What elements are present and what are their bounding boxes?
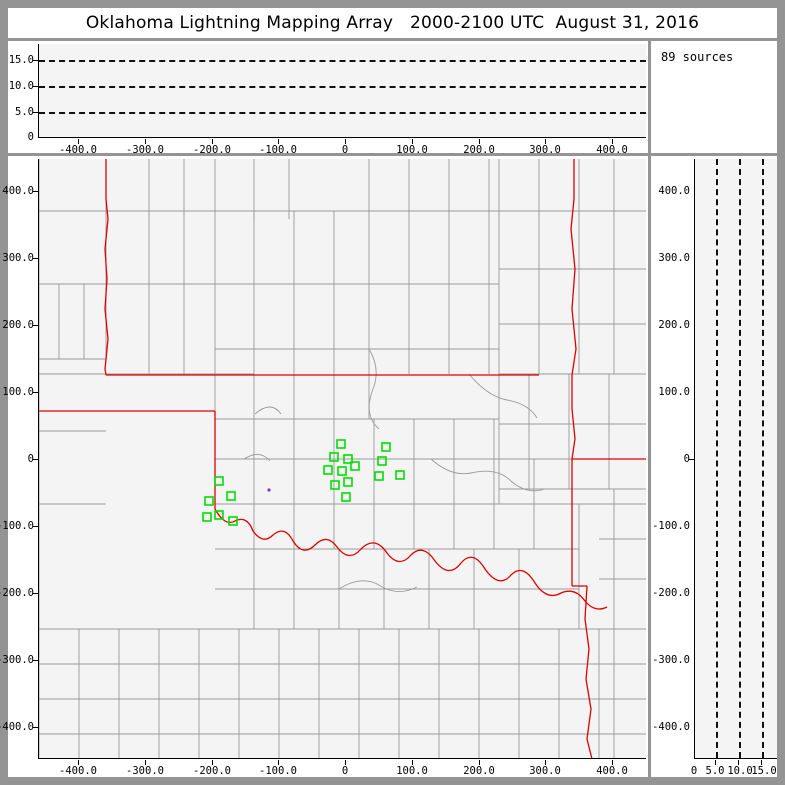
map-xtick-m400: -400.0 (59, 765, 97, 777)
map-ytick-300: 300.0 (2, 252, 34, 264)
gridline-10km-vert (739, 159, 741, 758)
top-xtick-m200: -200.0 (193, 144, 231, 156)
top-ytick-10: 10.0 (8, 80, 34, 92)
top-xtick-m300: -300.0 (126, 144, 164, 156)
top-xtickmark-300 (545, 139, 546, 144)
top-ytickmark-15 (33, 60, 39, 61)
map-ytickmark-m100 (33, 526, 39, 527)
right-xtick-0: 0 (690, 765, 698, 777)
top-xtick-300: 300.0 (529, 144, 561, 156)
right-xtickmark-10 (738, 760, 739, 765)
top-xtick-400: 400.0 (596, 144, 628, 156)
map-ytick-0: 0 (27, 453, 34, 465)
map-xtickmark-m300 (145, 760, 146, 765)
map-ytick-100: 100.0 (2, 386, 34, 398)
source-marker-dot (267, 488, 271, 492)
right-xtickmark-15 (761, 760, 762, 765)
right-ytickmark-0 (689, 459, 695, 460)
right-xtick-15: 15.0 (751, 765, 777, 777)
map-ytickmark-100 (33, 392, 39, 393)
map-xtickmark-100 (412, 760, 413, 765)
top-altitude-plotarea[interactable] (38, 44, 646, 138)
map-ytickmark-200 (33, 325, 39, 326)
map-geography (39, 159, 646, 758)
title-bar: Oklahoma Lightning Mapping Array 2000-21… (8, 8, 777, 38)
gridline-10km (39, 86, 646, 88)
top-xtickmark-0 (345, 139, 346, 144)
right-altitude-plotarea[interactable] (694, 159, 777, 759)
gridline-15km-vert (762, 159, 764, 758)
map-ytickmark-0 (33, 459, 39, 460)
map-xtick-300: 300.0 (529, 765, 561, 777)
right-ytick-200: 200.0 (658, 319, 690, 331)
right-ytick-0: 0 (683, 453, 690, 465)
top-xtick-m400: -400.0 (59, 144, 97, 156)
map-ytick-m400: -400.0 (0, 721, 34, 733)
top-ytick-5: 5.0 (15, 106, 34, 118)
gridline-5km-vert (716, 159, 718, 758)
source-markers (202, 439, 405, 526)
top-xtickmark-400 (612, 139, 613, 144)
top-xtick-0: 0 (341, 144, 349, 156)
top-xtick-m100: -100.0 (259, 144, 297, 156)
map-xtick-m100: -100.0 (259, 765, 297, 777)
state-boundaries (39, 159, 646, 758)
top-ytickmark-5 (33, 112, 39, 113)
map-ytick-m200: -200.0 (0, 587, 34, 599)
right-ytick-300: 300.0 (658, 252, 690, 264)
top-ytickmark-10 (33, 86, 39, 87)
right-xtickmark-5 (715, 760, 716, 765)
map-ytick-200: 200.0 (2, 319, 34, 331)
top-xtickmark-m100 (278, 139, 279, 144)
right-ytick-100: 100.0 (658, 386, 690, 398)
top-xtick-100: 100.0 (396, 144, 428, 156)
county-lines (39, 159, 646, 758)
map-ytickmark-m400 (33, 727, 39, 728)
map-plotarea[interactable] (38, 159, 646, 759)
right-ytick-m300: -300.0 (652, 654, 690, 666)
map-xtickmark-0 (345, 760, 346, 765)
map-ytick-m300: -300.0 (0, 654, 34, 666)
top-xtickmark-200 (479, 139, 480, 144)
map-xtickmark-m400 (78, 760, 79, 765)
map-ytick-400: 400.0 (2, 185, 34, 197)
gridline-5km (39, 112, 646, 114)
top-ytick-0: 0 (27, 131, 34, 143)
map-ytickmark-400 (33, 191, 39, 192)
page-title: Oklahoma Lightning Mapping Array 2000-21… (85, 13, 700, 33)
top-ytick-15: 15.0 (8, 54, 34, 66)
top-xtickmark-m200 (212, 139, 213, 144)
gridline-15km (39, 60, 646, 62)
right-ytick-400: 400.0 (658, 185, 690, 197)
map-ytickmark-m300 (33, 660, 39, 661)
map-xtick-200: 200.0 (463, 765, 495, 777)
right-ytick-m200: -200.0 (652, 587, 690, 599)
map-xtick-m300: -300.0 (126, 765, 164, 777)
right-xtick-10: 10.0 (727, 765, 753, 777)
top-xtickmark-100 (412, 139, 413, 144)
right-xtick-5: 5.0 (705, 765, 725, 777)
map-xtick-m200: -200.0 (193, 765, 231, 777)
source-count-panel: 89 sources (651, 41, 777, 153)
right-ytick-m400: -400.0 (652, 721, 690, 733)
map-xtick-0: 0 (341, 765, 349, 777)
map-xtickmark-m100 (278, 760, 279, 765)
map-ytick-m100: -100.0 (0, 520, 34, 532)
top-xtickmark-m300 (145, 139, 146, 144)
top-xtickmark-m400 (78, 139, 79, 144)
map-xtick-400: 400.0 (596, 765, 628, 777)
map-xtick-100: 100.0 (396, 765, 428, 777)
right-ytick-m100: -100.0 (652, 520, 690, 532)
map-ytickmark-m200 (33, 593, 39, 594)
top-xtick-200: 200.0 (463, 144, 495, 156)
map-xtickmark-200 (479, 760, 480, 765)
map-xtickmark-m200 (212, 760, 213, 765)
map-ytickmark-300 (33, 258, 39, 259)
source-count-label: 89 sources (661, 50, 734, 64)
map-xtickmark-300 (545, 760, 546, 765)
map-xtickmark-400 (612, 760, 613, 765)
